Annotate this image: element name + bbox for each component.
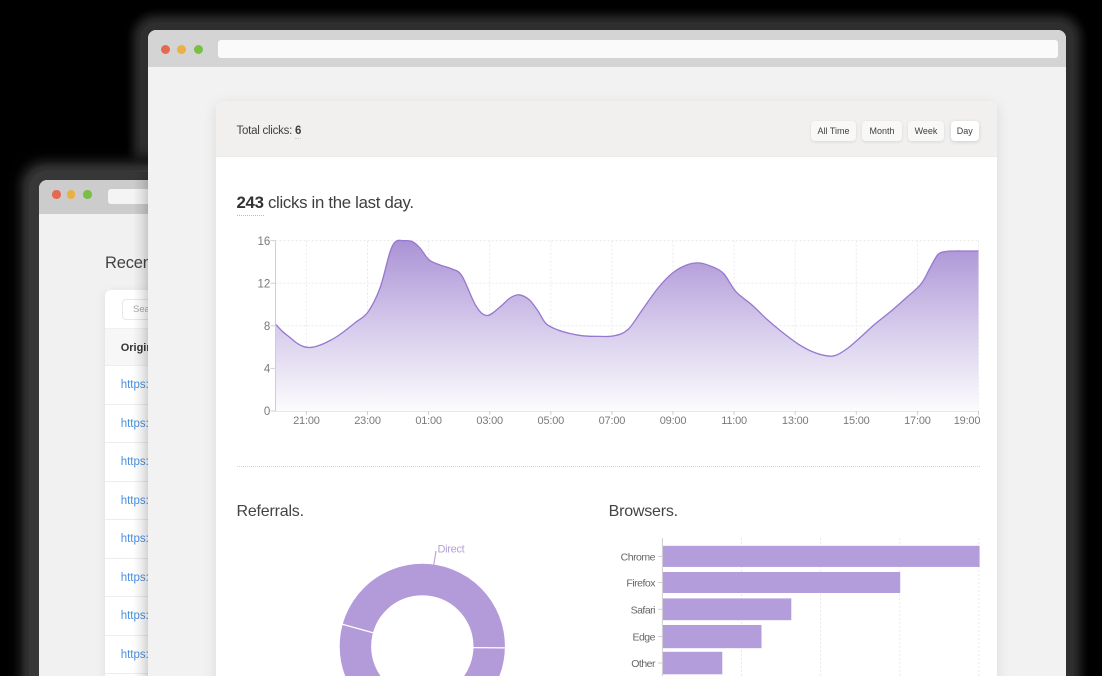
- svg-text:21:00: 21:00: [293, 415, 320, 427]
- svg-text:19:00: 19:00: [954, 415, 981, 427]
- svg-text:09:00: 09:00: [660, 415, 687, 427]
- svg-text:07:00: 07:00: [599, 415, 626, 427]
- svg-text:01:00: 01:00: [415, 415, 442, 427]
- svg-text:03:00: 03:00: [476, 415, 503, 427]
- svg-text:Firefox: Firefox: [626, 578, 656, 590]
- svg-text:17:00: 17:00: [904, 415, 931, 427]
- svg-text:11:00: 11:00: [721, 415, 747, 427]
- svg-text:4: 4: [264, 364, 271, 376]
- svg-text:Safari: Safari: [631, 604, 656, 616]
- svg-text:13:00: 13:00: [782, 415, 809, 427]
- svg-text:8: 8: [264, 321, 270, 333]
- svg-text:Chrome: Chrome: [621, 551, 656, 563]
- svg-text:0: 0: [264, 406, 270, 418]
- svg-text:12: 12: [258, 278, 271, 290]
- svg-text:15:00: 15:00: [843, 415, 870, 427]
- svg-text:Other: Other: [631, 658, 656, 670]
- svg-text:Edge: Edge: [632, 632, 655, 644]
- svg-text:16: 16: [258, 236, 271, 248]
- svg-text:05:00: 05:00: [538, 415, 565, 427]
- svg-text:Direct: Direct: [438, 544, 465, 556]
- svg-text:23:00: 23:00: [354, 415, 381, 427]
